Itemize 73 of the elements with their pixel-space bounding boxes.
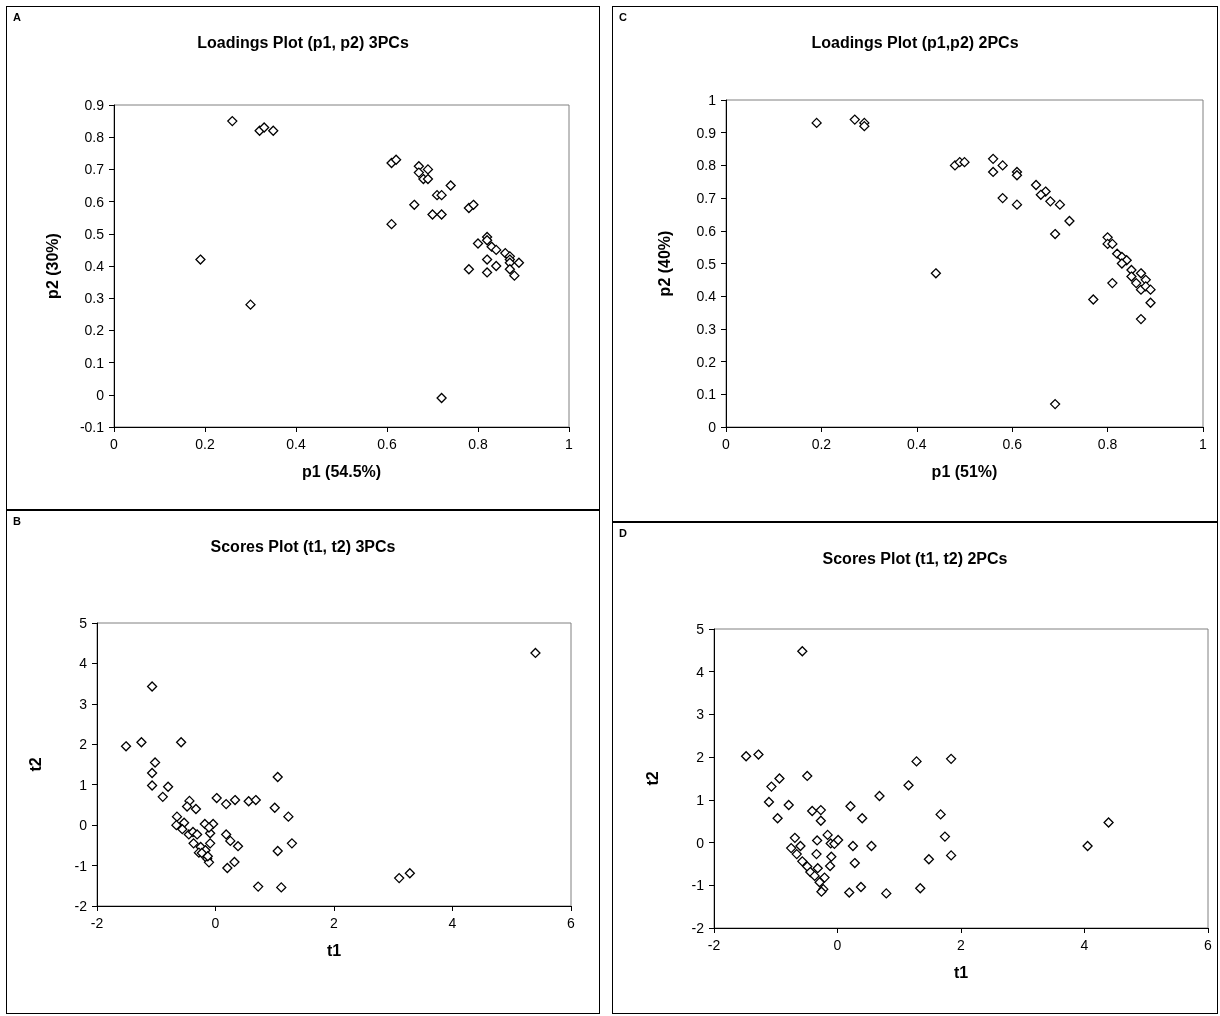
y-tick-label: 1 [696,791,705,808]
x-tick-label: 0.2 [195,436,215,452]
y-tick-label: 0.7 [696,190,717,207]
chart-title: Scores Plot (t1, t2) 2PCs [822,549,1008,567]
y-tick-label: 0.5 [84,225,105,242]
y-tick-label: 0.8 [696,157,717,174]
x-tick-label: 0 [722,436,731,452]
x-tick-label: 0.4 [907,436,927,452]
x-tick-label: 0.4 [286,436,306,452]
y-tick-label: 0.6 [84,193,105,210]
y-tick-label: 0.6 [696,222,717,239]
x-tick-label: 6 [1204,937,1213,953]
y-tick-label: 0.7 [84,161,105,178]
y-tick-label: 1 [708,92,717,108]
y-tick-label: 0 [79,817,88,834]
y-axis-title: t2 [26,757,44,772]
x-tick-label: 6 [567,915,576,931]
x-axis-title: p1 (51%) [931,462,998,480]
y-tick-label: 4 [696,663,705,680]
x-tick-label: 0 [110,436,119,452]
y-tick-label: 0 [96,386,105,403]
y-tick-label: 0.3 [84,290,105,307]
x-axis-title: t1 [953,963,969,981]
y-tick-label: -2 [74,898,88,914]
x-tick-label: 0.6 [1002,436,1023,452]
y-tick-label: 0.4 [84,258,105,274]
x-tick-label: 2 [957,937,966,953]
y-tick-label: 5 [696,621,705,637]
text: C [619,10,627,23]
y-tick-label: -1 [74,857,88,874]
x-axis-title: t1 [326,941,342,959]
y-tick-label: 4 [79,655,88,672]
x-axis-title: p1 (54.5%) [301,462,382,480]
y-tick-label: 0.2 [84,322,105,339]
text: D [619,526,627,539]
x-tick-label: 0 [211,915,220,931]
x-tick-label: 4 [1080,937,1089,953]
x-tick-label: 1 [565,436,574,452]
y-tick-label: 0 [696,834,705,851]
y-tick-label: 5 [79,615,88,631]
x-tick-label: 0.2 [811,436,832,452]
y-tick-label: 0.4 [696,288,717,305]
y-tick-label: 0.8 [84,129,105,146]
y-tick-label: 0.9 [84,97,105,113]
y-axis-title: t2 [643,771,661,786]
y-tick-label: 1 [79,776,88,793]
x-tick-label: 0 [833,937,842,953]
y-tick-label: 2 [696,749,705,766]
y-axis-title: p2 (30%) [43,233,61,299]
y-tick-label: 3 [79,695,88,712]
x-tick-label: 1 [1199,436,1208,452]
y-tick-label: 2 [79,736,88,753]
chart-title: Loadings Plot (p1,p2) 2PCs [811,33,1019,51]
y-tick-label: -0.1 [79,419,105,435]
y-tick-label: 0 [708,419,717,435]
x-tick-label: 0.6 [377,436,397,452]
x-tick-label: 0.8 [1097,436,1118,452]
y-tick-label: 0.1 [84,354,105,371]
y-tick-label: -1 [691,877,705,894]
x-tick-label: 2 [330,915,339,931]
y-tick-label: 0.1 [696,386,717,403]
text: A [13,10,21,23]
text: B [13,514,21,527]
y-tick-label: 0.2 [696,353,717,370]
x-tick-label: 0.8 [468,436,488,452]
y-tick-label: 0.9 [696,124,717,141]
y-tick-label: 0.3 [696,320,717,337]
chart-title: Loadings Plot (p1, p2) 3PCs [197,33,409,51]
y-tick-label: 3 [696,706,705,723]
y-axis-title: p2 (40%) [655,230,673,297]
chart-title: Scores Plot (t1, t2) 3PCs [210,537,396,555]
x-tick-label: 4 [448,915,457,931]
y-tick-label: 0.5 [696,255,717,272]
